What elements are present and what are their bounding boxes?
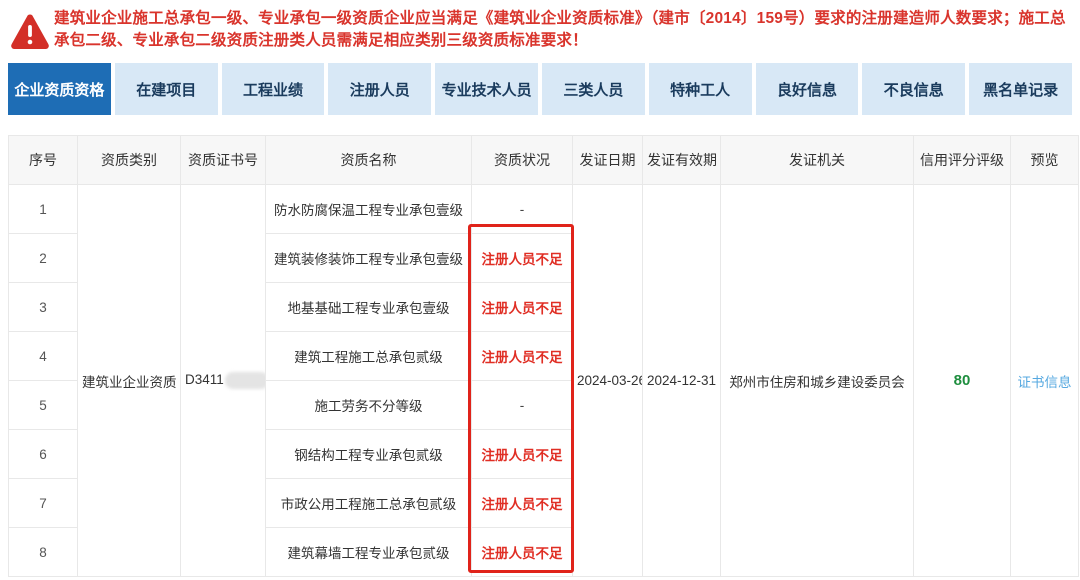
- table-row: 2 建筑装修装饰工程专业承包壹级 注册人员不足: [8, 233, 1079, 283]
- status-cell: 注册人员不足: [471, 429, 573, 479]
- status-cell: 注册人员不足: [471, 527, 573, 577]
- column-header-issue-date: 发证日期: [572, 135, 643, 185]
- status-cell: 注册人员不足: [471, 478, 573, 528]
- status-cell: -: [471, 380, 573, 430]
- seq-cell: 4: [8, 331, 78, 381]
- cert-no-cell: D3411: [180, 184, 266, 577]
- tab-three-types-personnel[interactable]: 三类人员: [541, 63, 645, 115]
- column-header-status: 资质状况: [471, 135, 573, 185]
- seq-cell: 2: [8, 233, 78, 283]
- seq-cell: 8: [8, 527, 78, 577]
- seq-cell: 3: [8, 282, 78, 332]
- table-row: 6 钢结构工程专业承包贰级 注册人员不足: [8, 429, 1079, 479]
- category-cell: 建筑业企业资质: [77, 184, 181, 577]
- redacted-blur: [224, 372, 265, 389]
- tab-enterprise-qualification[interactable]: 企业资质资格: [8, 63, 111, 115]
- table-header-row: 序号 资质类别 资质证书号 资质名称 资质状况 发证日期 发证有效期 发证机关 …: [8, 135, 1079, 185]
- warning-icon: [8, 6, 54, 56]
- tab-good-info[interactable]: 良好信息: [755, 63, 859, 115]
- qualification-name-cell: 防水防腐保温工程专业承包壹级: [265, 184, 472, 234]
- credit-score-value: 80: [953, 372, 971, 389]
- seq-cell: 5: [8, 380, 78, 430]
- seq-cell: 6: [8, 429, 78, 479]
- table-row: 1 建筑业企业资质 D3411 防水防腐保温工程专业承包壹级 - 2024-03…: [8, 184, 1079, 577]
- column-header-authority: 发证机关: [720, 135, 914, 185]
- column-header-name: 资质名称: [265, 135, 472, 185]
- warning-text: 建筑业企业施工总承包一级、专业承包一级资质企业应当满足《建筑业企业资质标准》（建…: [54, 10, 1066, 49]
- warning-banner: 建筑业企业施工总承包一级、专业承包一级资质企业应当满足《建筑业企业资质标准》（建…: [8, 6, 1076, 56]
- table-row: 3 地基基础工程专业承包壹级 注册人员不足: [8, 282, 1079, 332]
- issue-date-cell: 2024-03-26: [572, 184, 643, 577]
- column-header-category: 资质类别: [77, 135, 181, 185]
- credit-score-cell: 80: [913, 184, 1011, 577]
- table-row: 8 建筑幕墙工程专业承包贰级 注册人员不足: [8, 527, 1079, 577]
- qualification-name-cell: 建筑工程施工总承包贰级: [265, 331, 472, 381]
- table-row: 4 建筑工程施工总承包贰级 注册人员不足: [8, 331, 1079, 381]
- qualification-name-cell: 建筑装修装饰工程专业承包壹级: [265, 233, 472, 283]
- column-header-cert-no: 资质证书号: [180, 135, 266, 185]
- authority-cell: 郑州市住房和城乡建设委员会: [720, 184, 914, 577]
- tab-professional-technical-personnel[interactable]: 专业技术人员: [435, 63, 538, 115]
- qualification-table: 序号 资质类别 资质证书号 资质名称 资质状况 发证日期 发证有效期 发证机关 …: [8, 135, 1079, 577]
- certificate-info-link[interactable]: 证书信息: [1017, 374, 1072, 390]
- tab-registered-personnel[interactable]: 注册人员: [328, 63, 432, 115]
- preview-cell: 证书信息: [1010, 184, 1079, 577]
- tab-bad-info[interactable]: 不良信息: [862, 63, 966, 115]
- qualification-name-cell: 施工劳务不分等级: [265, 380, 472, 430]
- seq-cell: 1: [8, 184, 78, 234]
- valid-until-cell: 2024-12-31: [642, 184, 721, 577]
- column-header-valid-until: 发证有效期: [642, 135, 721, 185]
- status-cell: -: [471, 184, 573, 234]
- seq-cell: 7: [8, 478, 78, 528]
- qualification-name-cell: 市政公用工程施工总承包贰级: [265, 478, 472, 528]
- qualification-name-cell: 地基基础工程专业承包壹级: [265, 282, 472, 332]
- tab-project-performance[interactable]: 工程业绩: [221, 63, 325, 115]
- tab-blacklist-records[interactable]: 黑名单记录: [969, 63, 1072, 115]
- qualification-name-cell: 建筑幕墙工程专业承包贰级: [265, 527, 472, 577]
- column-header-preview: 预览: [1010, 135, 1079, 185]
- status-cell: 注册人员不足: [471, 331, 573, 381]
- tab-ongoing-projects[interactable]: 在建项目: [114, 63, 218, 115]
- column-header-credit-score: 信用评分评级: [913, 135, 1011, 185]
- cert-no-text: D3411: [185, 372, 224, 388]
- column-header-seq: 序号: [8, 135, 78, 185]
- tab-special-workers[interactable]: 特种工人: [648, 63, 752, 115]
- status-cell: 注册人员不足: [471, 233, 573, 283]
- table-row: 5 施工劳务不分等级 -: [8, 380, 1079, 430]
- qualification-name-cell: 钢结构工程专业承包贰级: [265, 429, 472, 479]
- tab-bar: 企业资质资格 在建项目 工程业绩 注册人员 专业技术人员 三类人员 特种工人 良…: [8, 63, 1072, 115]
- status-cell: 注册人员不足: [471, 282, 573, 332]
